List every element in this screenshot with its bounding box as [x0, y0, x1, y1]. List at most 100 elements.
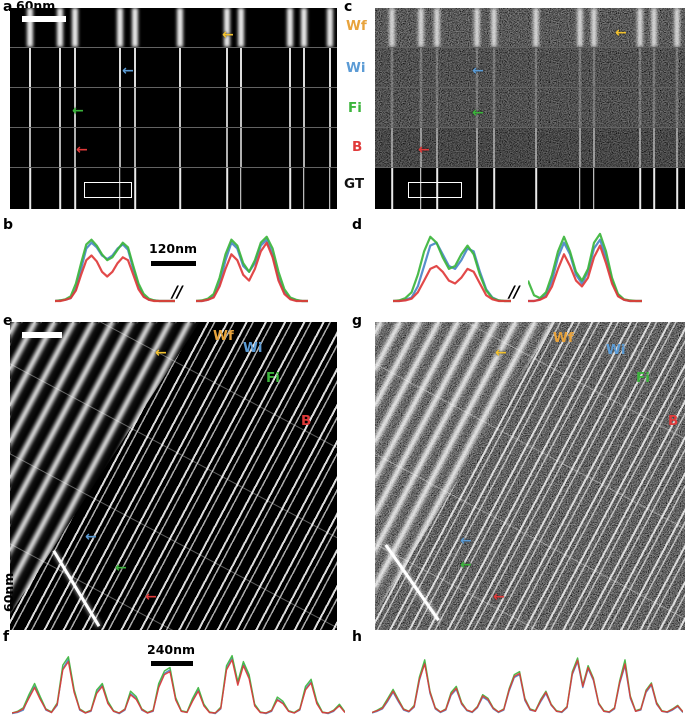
panel-c-strip-gt: [375, 168, 685, 209]
pattern-line: [59, 168, 61, 209]
profile-curve-B: [12, 659, 345, 714]
pattern-line: [389, 8, 395, 47]
pattern-line: [653, 168, 655, 209]
method-label-Fi: Fi: [636, 370, 650, 386]
pattern-line: [420, 168, 422, 209]
pattern-line: [535, 168, 537, 209]
pattern-line: [419, 128, 422, 167]
pattern-line: [226, 48, 229, 87]
pattern-line: [116, 8, 123, 47]
pattern-line: [535, 88, 538, 127]
pattern-line: [131, 8, 138, 47]
panel-label-b: b: [3, 217, 14, 233]
pattern-line: [578, 168, 581, 209]
pattern-line: [592, 48, 595, 87]
pattern-line: [592, 128, 595, 167]
pattern-line: [391, 168, 393, 209]
pattern-line: [59, 128, 62, 167]
pattern-line: [639, 168, 641, 209]
panel-a-strip-fi: [10, 88, 337, 128]
pattern-line: [476, 128, 479, 167]
wf-arrow-icon: ←: [495, 345, 507, 361]
pattern-line: [179, 168, 181, 209]
panel-label-a: a: [3, 0, 13, 15]
pattern-line: [474, 8, 480, 47]
wf-arrow-icon: ←: [222, 27, 234, 43]
scale-label-60nm-side: 60nm: [1, 572, 16, 612]
pattern-line: [177, 8, 184, 47]
pattern-line: [418, 8, 424, 47]
pattern-line: [639, 48, 642, 87]
method-label-B: B: [668, 413, 679, 429]
pattern-line: [133, 128, 136, 167]
profile-curve-B: [372, 659, 683, 714]
pattern-line: [436, 168, 438, 209]
pattern-line: [74, 168, 76, 209]
profile-region-box: [408, 182, 462, 198]
scale-bar: [151, 661, 193, 666]
profile-curve-B: [528, 244, 642, 303]
b-arrow-icon: ←: [145, 589, 157, 605]
panel-label-f: f: [3, 629, 10, 645]
pattern-line: [29, 168, 31, 209]
pattern-line: [329, 168, 331, 209]
method-label-Wi: Wi: [606, 342, 626, 358]
pattern-line: [476, 168, 479, 209]
panel-a-micrograph: ← ← ← ←: [10, 8, 337, 209]
panel-label-c: c: [344, 0, 353, 15]
panel-a-overlays: ← ← ← ←: [10, 8, 337, 209]
profile-curve-B: [196, 241, 308, 303]
pattern-line: [289, 168, 291, 209]
b-arrow-icon: ←: [493, 589, 505, 605]
pattern-line: [491, 8, 497, 47]
pattern-line: [239, 48, 242, 87]
profile-chart-d-left: [393, 235, 511, 303]
pattern-line: [639, 88, 642, 127]
pattern-line: [592, 88, 595, 127]
scale-bar: [22, 16, 66, 22]
profile-chart-h: [372, 657, 683, 714]
profile-curve-B: [393, 264, 511, 303]
pattern-line: [72, 8, 79, 47]
pattern-line: [476, 88, 479, 127]
pattern-line: [436, 128, 438, 167]
profile-curve-B: [55, 254, 175, 303]
pattern-line: [179, 48, 182, 87]
pattern-line: [179, 88, 182, 127]
panel-a-strip-gt: [10, 168, 337, 209]
pattern-line: [226, 88, 229, 127]
pattern-line: [328, 128, 331, 167]
method-label-Fi: Fi: [348, 100, 362, 116]
pattern-line: [302, 88, 305, 127]
pattern-line: [578, 88, 581, 127]
pattern-line: [436, 48, 438, 87]
pattern-line: [74, 48, 77, 87]
profile-chart-b-right: [196, 235, 308, 303]
pattern-line: [651, 8, 657, 47]
pattern-line: [493, 168, 496, 209]
pattern-line: [239, 88, 242, 127]
panel-g-micrograph: ← ← ← ← Wf Wi Fi B: [375, 322, 685, 630]
method-label-Fi: Fi: [266, 370, 280, 386]
pattern-line: [28, 128, 31, 167]
fi-arrow-icon: ←: [115, 560, 127, 576]
pattern-line: [391, 88, 394, 127]
scale-bar: [151, 261, 196, 266]
panel-a-strip-b: [10, 128, 337, 168]
panel-e-overlays: ← ← ← ← Wf Wi Fi B: [10, 322, 337, 630]
pattern-line: [28, 48, 31, 87]
pattern-line: [59, 48, 62, 87]
pattern-line: [288, 88, 291, 127]
pattern-line: [591, 8, 597, 47]
wi-arrow-icon: ←: [85, 529, 97, 545]
pattern-line: [302, 128, 305, 167]
pattern-line: [240, 168, 242, 209]
profile-chart-f: [12, 654, 345, 715]
pattern-line: [535, 48, 538, 87]
panel-label-e: e: [3, 313, 13, 329]
pattern-line: [653, 88, 655, 127]
method-label-B: B: [301, 413, 312, 429]
pattern-line: [653, 128, 655, 167]
pattern-line: [391, 128, 394, 167]
pattern-line: [118, 48, 121, 87]
